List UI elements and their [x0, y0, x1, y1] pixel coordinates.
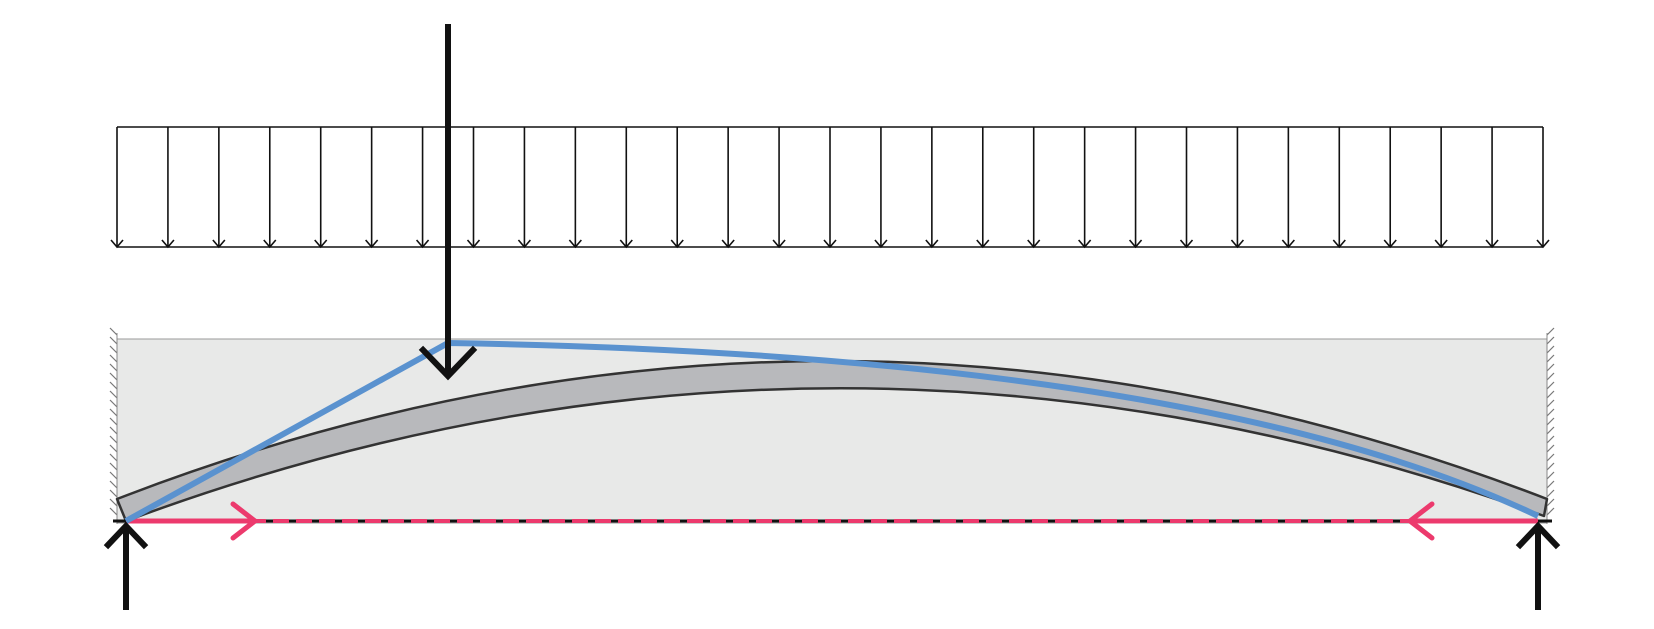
left-reaction-arrowhead — [103, 521, 149, 550]
wall-hatch-line — [1546, 327, 1555, 336]
distributed-load-arrowhead — [772, 239, 786, 249]
wall-hatch-line — [109, 417, 118, 426]
wall-hatch-line — [109, 471, 118, 480]
wall-hatch-line — [109, 381, 118, 390]
wall-hatch-line — [109, 363, 118, 372]
distributed-load-arrowhead — [721, 239, 735, 249]
wall-hatch-line — [109, 327, 118, 336]
wall-hatch-line — [109, 453, 118, 462]
wall-hatch-line — [109, 507, 118, 516]
wall-hatch-line — [1546, 399, 1555, 408]
distributed-load-arrowhead — [874, 239, 888, 249]
distributed-load-arrowhead — [1536, 239, 1550, 249]
distributed-load-arrowhead — [365, 239, 379, 249]
wall-hatch-line — [1546, 408, 1555, 417]
tie-arrow-right — [230, 501, 258, 541]
wall-hatch-line — [1546, 363, 1555, 372]
point-load-arrowhead — [418, 345, 478, 381]
arch — [115, 359, 1549, 523]
distributed-load-arrowhead — [670, 239, 684, 249]
wall-hatch-line — [1546, 489, 1555, 498]
wall-hatch-line — [109, 390, 118, 399]
wall-hatch-line — [109, 345, 118, 354]
wall-hatch-line — [109, 444, 118, 453]
thrust-line — [124, 340, 1540, 524]
wall-hatch-line — [109, 480, 118, 489]
wall-hatch-line — [109, 489, 118, 498]
wall-hatch-line — [109, 426, 118, 435]
wall-hatch-line — [1546, 354, 1555, 363]
distributed-load-arrowhead — [517, 239, 532, 249]
left-wall-support — [109, 327, 118, 516]
wall-hatch-line — [109, 435, 118, 444]
distributed-load-arrowhead — [1332, 239, 1346, 249]
wall-hatch-line — [1546, 345, 1555, 354]
right-wall-support — [1546, 327, 1555, 516]
distributed-load-arrowhead — [925, 239, 939, 249]
distributed-load-arrowhead — [976, 239, 990, 249]
distributed-load-arrowhead — [263, 239, 277, 249]
wall-hatch-line — [1546, 435, 1555, 444]
wall-hatch-line — [109, 354, 118, 363]
wall-hatch-line — [1546, 471, 1555, 480]
wall-hatch-line — [109, 336, 118, 345]
wall-hatch-line — [1546, 381, 1555, 390]
distributed-load — [110, 126, 1550, 249]
tie-arrow-left — [1407, 501, 1435, 541]
wall-hatch-line — [1546, 462, 1555, 471]
distributed-load-arrowhead — [1179, 239, 1194, 249]
distributed-load-arrowhead — [415, 239, 430, 249]
distributed-load-arrowhead — [1434, 239, 1448, 249]
wall-hatch-line — [109, 408, 118, 417]
wall-hatch-line — [1546, 426, 1555, 435]
wall-hatch-line — [109, 399, 118, 408]
wall-hatch-line — [109, 372, 118, 381]
distributed-load-arrowhead — [1281, 239, 1295, 249]
wall-hatch-line — [1546, 390, 1555, 399]
distributed-load-arrowhead — [1485, 239, 1499, 249]
right-reaction-arrowhead — [1515, 521, 1561, 550]
distributed-load-arrowhead — [1078, 239, 1092, 249]
wall-hatch-line — [109, 498, 118, 507]
wall-hatch-line — [109, 462, 118, 471]
distributed-load-arrowhead — [1230, 239, 1245, 249]
distributed-load-arrowhead — [110, 239, 124, 249]
distributed-load-arrowhead — [1128, 239, 1143, 249]
wall-hatch-line — [1546, 480, 1555, 489]
distributed-load-arrowhead — [1383, 239, 1397, 249]
distributed-load-arrowhead — [314, 239, 328, 249]
wall-hatch-line — [1546, 453, 1555, 462]
distributed-load-arrowhead — [568, 239, 582, 249]
distributed-load-arrowhead — [823, 239, 837, 249]
distributed-load-arrowhead — [212, 239, 226, 249]
wall-hatch-line — [1546, 372, 1555, 381]
wall-hatch-line — [1546, 417, 1555, 426]
wall-hatch-line — [1546, 507, 1555, 516]
wall-hatch-line — [1546, 444, 1555, 453]
distributed-load-arrowhead — [1027, 239, 1041, 249]
wall-hatch-line — [1546, 336, 1555, 345]
distributed-load-arrowhead — [619, 239, 633, 249]
distributed-load-arrowhead — [161, 239, 175, 249]
wall-hatch-line — [1546, 498, 1555, 507]
distributed-load-arrowhead — [466, 239, 481, 249]
